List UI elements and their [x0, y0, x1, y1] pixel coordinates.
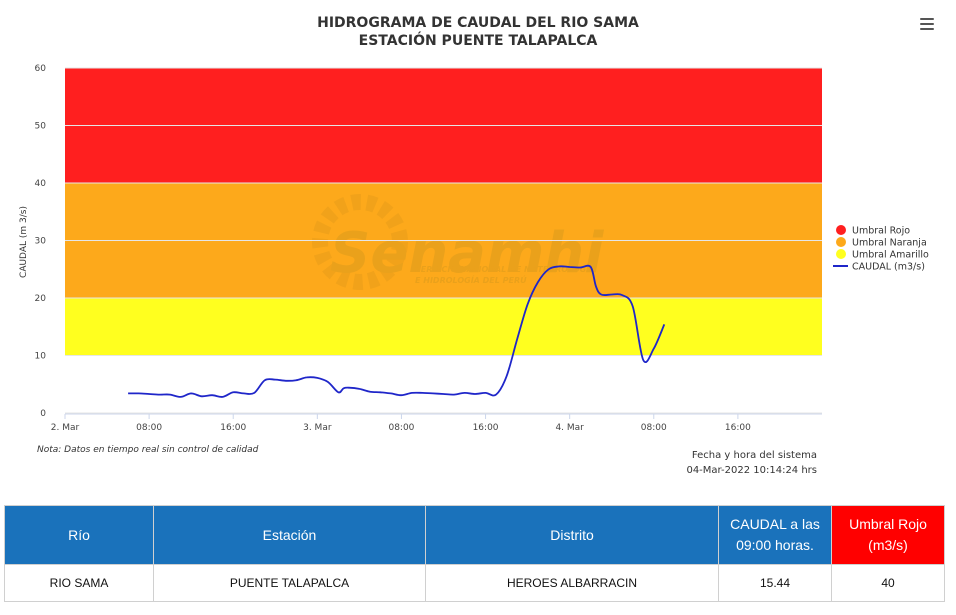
station-info-table: Río Estación Distrito CAUDAL a las 09:00… [4, 505, 945, 602]
legend-dot-symbol [836, 225, 846, 235]
x-tick-label: 16:00 [220, 423, 246, 433]
watermark-line2: E HIDROLOGÍA DEL PERÚ [415, 274, 527, 285]
header-estacion: Estación [153, 505, 426, 565]
cell-umbral-rojo: 40 [831, 564, 945, 602]
cell-caudal: 15.44 [718, 564, 832, 602]
x-tick-label: 4. Mar [555, 423, 584, 433]
x-tick-label: 08:00 [136, 423, 162, 433]
x-tick-label: 2. Mar [51, 423, 80, 433]
chart-title: HIDROGRAMA DE CAUDAL DEL RIO SAMA [317, 15, 639, 31]
hydrograph-chart: Senamhi SERVICIO NACIONAL DE METEOROLOGÍ… [19, 64, 929, 433]
legend-label: Umbral Amarillo [852, 250, 929, 261]
header-distrito: Distrito [425, 505, 719, 565]
legend-label: CAUDAL (m3/s) [852, 262, 925, 273]
table-header-row: Río Estación Distrito CAUDAL a las 09:00… [4, 505, 945, 565]
series-line-0 [128, 264, 666, 398]
threshold-band-2 [65, 298, 822, 356]
hamburger-menu-icon[interactable] [920, 18, 934, 30]
y-tick-label: 10 [35, 352, 47, 362]
y-axis-label: CAUDAL (m 3/s) [19, 206, 29, 278]
system-date-label: Fecha y hora del sistema [691, 450, 817, 461]
system-date-value: 04-Mar-2022 10:14:24 hrs [686, 465, 817, 476]
header-umbral-rojo: Umbral Rojo (m3/s) [831, 505, 945, 565]
y-tick-label: 40 [35, 179, 47, 189]
legend-label: Umbral Rojo [852, 226, 910, 237]
header-rio: Río [4, 505, 154, 565]
senamhi-watermark: Senamhi SERVICIO NACIONAL DE METEOROLOGÍ… [312, 194, 604, 290]
chart-title-block: HIDROGRAMA DE CAUDAL DEL RIO SAMA ESTACI… [0, 14, 956, 50]
x-tick-label: 16:00 [725, 423, 751, 433]
table-row: RIO SAMA PUENTE TALAPALCA HEROES ALBARRA… [4, 564, 945, 602]
legend-label: Umbral Naranja [852, 238, 927, 249]
legend-dot-symbol [836, 237, 846, 247]
x-tick-label: 08:00 [641, 423, 667, 433]
x-tick-label: 16:00 [473, 423, 499, 433]
cell-rio: RIO SAMA [4, 564, 154, 602]
y-tick-label: 50 [35, 122, 47, 132]
legend-dot-symbol [836, 249, 846, 259]
y-tick-label: 0 [40, 409, 46, 419]
header-caudal: CAUDAL a las 09:00 horas. [718, 505, 832, 565]
x-tick-label: 08:00 [388, 423, 414, 433]
y-tick-label: 60 [35, 64, 47, 74]
y-tick-label: 30 [35, 237, 47, 247]
watermark-line1: SERVICIO NACIONAL DE METEOROLOGÍA [415, 263, 595, 274]
y-tick-label: 20 [35, 294, 47, 304]
cell-estacion: PUENTE TALAPALCA [153, 564, 426, 602]
watermark-brand: Senamhi [330, 221, 604, 286]
x-tick-label: 3. Mar [303, 423, 332, 433]
cell-distrito: HEROES ALBARRACIN [425, 564, 719, 602]
chart-subtitle: ESTACIÓN PUENTE TALAPALCA [358, 33, 598, 49]
data-note: Nota: Datos en tiempo real sin control d… [37, 445, 259, 455]
system-date: Fecha y hora del sistema 04-Mar-2022 10:… [686, 448, 817, 478]
